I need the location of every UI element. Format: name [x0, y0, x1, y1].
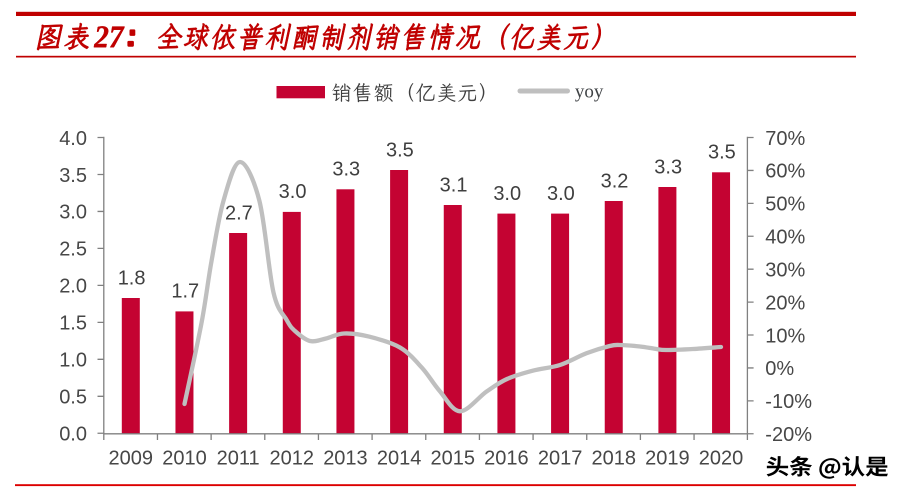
- svg-text:3.0: 3.0: [279, 181, 307, 203]
- svg-text:2020: 2020: [699, 448, 744, 470]
- svg-text:3.3: 3.3: [654, 156, 682, 178]
- svg-text:2010: 2010: [162, 448, 207, 470]
- svg-text:3.0: 3.0: [493, 183, 521, 205]
- svg-text:3.5: 3.5: [59, 165, 87, 187]
- svg-text:3.2: 3.2: [601, 170, 629, 192]
- svg-text:4.0: 4.0: [59, 128, 87, 150]
- svg-text:2011: 2011: [217, 448, 260, 470]
- svg-text:2014: 2014: [377, 448, 422, 470]
- svg-text:3.5: 3.5: [708, 142, 736, 164]
- svg-text:1.7: 1.7: [171, 281, 199, 303]
- svg-text:3.1: 3.1: [440, 174, 468, 196]
- svg-text:10%: 10%: [765, 325, 805, 347]
- svg-text:2.0: 2.0: [59, 276, 87, 298]
- svg-text:2017: 2017: [538, 448, 583, 470]
- svg-text:2019: 2019: [645, 448, 690, 470]
- svg-text:1.0: 1.0: [59, 350, 87, 372]
- svg-text:60%: 60%: [765, 161, 805, 183]
- svg-text:3.5: 3.5: [386, 139, 414, 161]
- svg-text:0.5: 0.5: [59, 387, 87, 409]
- svg-text:1.5: 1.5: [59, 313, 87, 335]
- svg-text:2.5: 2.5: [59, 239, 87, 261]
- svg-text:2015: 2015: [431, 448, 476, 470]
- svg-text:40%: 40%: [765, 227, 805, 249]
- svg-text:0%: 0%: [765, 358, 794, 380]
- svg-text:2012: 2012: [270, 448, 315, 470]
- svg-text:2009: 2009: [109, 448, 154, 470]
- svg-text:2016: 2016: [484, 448, 529, 470]
- svg-text:30%: 30%: [765, 259, 805, 281]
- svg-text:1.8: 1.8: [118, 267, 146, 289]
- svg-text:2018: 2018: [591, 448, 636, 470]
- svg-text:3.0: 3.0: [547, 183, 575, 205]
- svg-text:0.0: 0.0: [59, 424, 87, 446]
- svg-text:70%: 70%: [765, 128, 805, 150]
- svg-text:-20%: -20%: [765, 424, 812, 446]
- svg-text:2.7: 2.7: [225, 202, 253, 224]
- svg-text:-10%: -10%: [765, 391, 812, 413]
- svg-text:20%: 20%: [765, 292, 805, 314]
- svg-text:yoy: yoy: [575, 82, 604, 103]
- svg-text:3.0: 3.0: [59, 202, 87, 224]
- svg-text:3.3: 3.3: [332, 159, 360, 181]
- svg-text:50%: 50%: [765, 194, 805, 216]
- svg-text:2013: 2013: [323, 448, 368, 470]
